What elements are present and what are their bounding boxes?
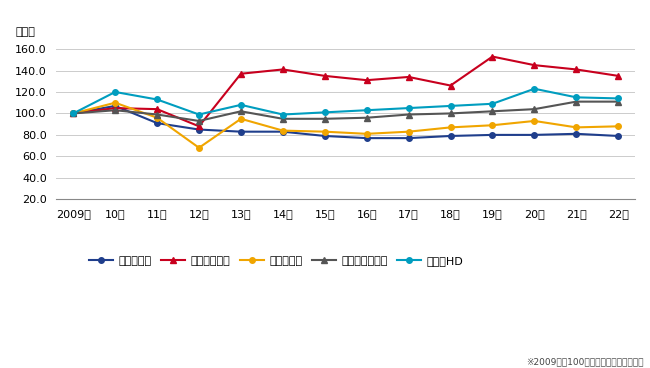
ヨドバシカメラ [279,117,287,121]
ヤマダ電機 [279,130,287,134]
ビックカメラ [405,75,413,79]
ビックカメラ [111,106,119,110]
ヤマダ電機 [530,133,538,137]
ケーズHD [153,97,161,102]
ビックカメラ [614,74,622,78]
ヤマダ電機 [153,121,161,125]
ビックカメラ [447,83,454,88]
ビックカメラ [530,63,538,67]
ヤマダ電機 [195,127,203,132]
ケーズHD [111,90,119,94]
エディオン [447,125,454,130]
エディオン [489,123,497,127]
Line: ケーズHD: ケーズHD [70,86,621,117]
エディオン [614,124,622,128]
ビックカメラ [153,107,161,112]
ビックカメラ [279,67,287,72]
ヤマダ電機 [70,111,77,116]
ヨドバシカメラ [237,109,245,113]
ケーズHD [573,95,580,100]
ヨドバシカメラ [195,119,203,123]
エディオン [321,130,329,134]
ビックカメラ [573,67,580,72]
ケーズHD [489,102,497,106]
ヤマダ電機 [573,132,580,136]
ヨドバシカメラ [447,111,454,116]
エディオン [530,119,538,123]
Legend: ヤマダ電機, ビックカメラ, エディオン, ヨドバシカメラ, ケーズHD: ヤマダ電機, ビックカメラ, エディオン, ヨドバシカメラ, ケーズHD [84,251,468,270]
ビックカメラ [321,74,329,78]
Line: ビックカメラ: ビックカメラ [70,54,621,129]
ヨドバシカメラ [573,99,580,104]
ビックカメラ [70,111,77,116]
エディオン [573,125,580,130]
エディオン [237,117,245,121]
ヨドバシカメラ [530,107,538,112]
ケーズHD [405,106,413,110]
ケーズHD [321,110,329,114]
ビックカメラ [195,124,203,128]
ヤマダ電機 [321,134,329,138]
ヨドバシカメラ [489,109,497,113]
ケーズHD [614,96,622,100]
Line: ヨドバシカメラ: ヨドバシカメラ [70,99,621,124]
ヨドバシカメラ [363,116,370,120]
ケーズHD [70,111,77,116]
エディオン [405,130,413,134]
エディオン [195,146,203,150]
エディオン [153,116,161,120]
ヤマダ電機 [111,104,119,108]
ヨドバシカメラ [321,117,329,121]
ヤマダ電機 [405,136,413,140]
ヤマダ電機 [237,130,245,134]
ヤマダ電機 [614,134,622,138]
エディオン [111,100,119,105]
ヤマダ電機 [447,134,454,138]
エディオン [363,132,370,136]
Text: ※2009年を100とした時の売上高の推移: ※2009年を100とした時の売上高の推移 [526,357,644,366]
ヤマダ電機 [489,133,497,137]
ケーズHD [279,112,287,117]
ビックカメラ [363,78,370,82]
エディオン [279,128,287,133]
ヨドバシカメラ [70,111,77,116]
ヤマダ電機 [363,136,370,140]
ケーズHD [447,104,454,108]
ビックカメラ [237,71,245,76]
ケーズHD [237,103,245,107]
ヨドバシカメラ [111,108,119,113]
ヨドバシカメラ [614,99,622,104]
ヨドバシカメラ [405,112,413,117]
Text: （％）: （％） [16,28,36,38]
ケーズHD [530,86,538,91]
Line: エディオン: エディオン [70,100,621,151]
エディオン [70,111,77,116]
ケーズHD [363,108,370,113]
ビックカメラ [489,54,497,59]
ヨドバシカメラ [153,112,161,117]
Line: ヤマダ電機: ヤマダ電機 [70,103,621,141]
ケーズHD [195,112,203,117]
